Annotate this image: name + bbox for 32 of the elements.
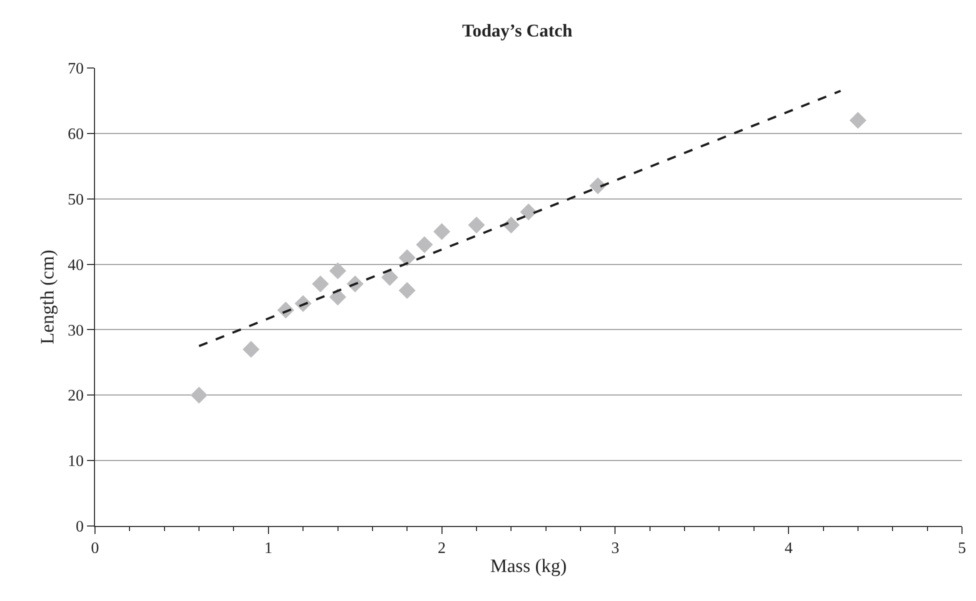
y-tick-label: 40 (68, 256, 84, 274)
point (398, 249, 416, 266)
point (329, 262, 346, 280)
x-tick-label: 5 (958, 540, 966, 558)
point (190, 386, 208, 404)
x-tick-label: 1 (264, 540, 272, 558)
point (589, 177, 606, 194)
point (312, 275, 329, 292)
point (468, 216, 485, 234)
x-tick-label: 4 (784, 540, 793, 558)
point (502, 216, 520, 234)
point (329, 288, 346, 306)
x-tick-label: 3 (611, 540, 620, 558)
y-axis-title: Length (cm) (38, 250, 59, 344)
y-tick-label: 10 (68, 453, 84, 470)
point (850, 112, 866, 129)
point (520, 203, 537, 220)
y-tick-label: 30 (68, 322, 84, 340)
point (398, 282, 416, 299)
y-tick-label: 0 (76, 518, 84, 536)
point (416, 236, 433, 254)
point (433, 223, 450, 240)
y-tick-label: 70 (68, 60, 84, 78)
chart-title: Today’s Catch (462, 20, 572, 41)
y-tick-label: 50 (68, 191, 84, 208)
x-tick-label: 2 (438, 540, 446, 558)
y-tick-label: 60 (68, 126, 84, 144)
point (242, 340, 260, 358)
point (381, 268, 398, 286)
y-tick-label: 20 (68, 388, 84, 405)
x-axis-title: Mass (kg) (490, 556, 567, 577)
x-tick-label: 0 (91, 540, 99, 558)
